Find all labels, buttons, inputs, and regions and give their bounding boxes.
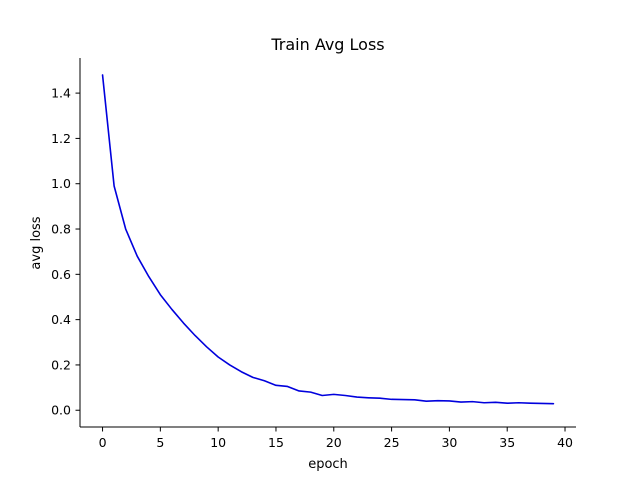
x-axis-label: epoch [308,457,348,472]
chart-title: Train Avg Loss [270,35,384,54]
y-tick-label: 0.4 [51,312,71,327]
y-tick-label: 0.6 [51,267,71,282]
x-tick-label: 10 [210,435,226,450]
x-tick-label: 40 [557,435,573,450]
y-tick-label: 1.0 [51,176,71,191]
x-tick-label: 5 [156,435,164,450]
x-tick-label: 30 [441,435,457,450]
x-tick-label: 0 [99,435,107,450]
x-tick-label: 35 [499,435,515,450]
x-tick-label: 25 [384,435,400,450]
y-axis-label: avg loss [29,216,44,269]
y-tick-label: 0.8 [51,222,71,237]
y-axis-ticks: 0.0 0.2 0.4 0.6 0.8 1.0 1.2 1.4 [51,86,80,418]
x-tick-label: 20 [326,435,342,450]
y-tick-label: 1.2 [51,131,71,146]
y-tick-label: 0.0 [51,403,71,418]
y-tick-label: 0.2 [51,357,71,372]
y-tick-label: 1.4 [51,86,71,101]
plot-area [101,74,555,405]
series-line-loss [101,74,555,405]
x-axis-ticks: 0 5 10 15 20 25 30 35 40 [99,427,573,450]
x-tick-label: 15 [268,435,284,450]
